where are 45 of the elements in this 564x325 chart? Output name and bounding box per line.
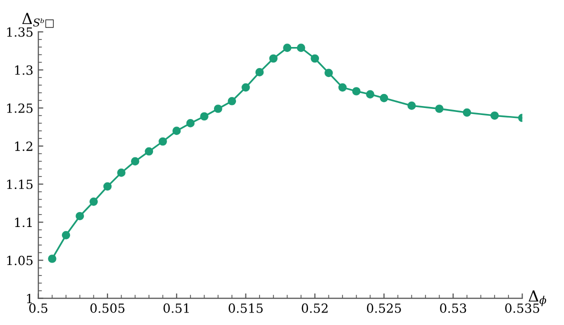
- x-tick-label: 0.5: [29, 303, 48, 313]
- point: [462, 108, 472, 117]
- point: [366, 90, 374, 98]
- point: [296, 44, 306, 52]
- x-tick-label: 0.52: [302, 303, 328, 313]
- point: [435, 104, 444, 113]
- point: [76, 212, 84, 220]
- point: [214, 104, 222, 113]
- x-tick-label: 0.51: [164, 303, 189, 313]
- point: [490, 111, 499, 120]
- point: [310, 54, 320, 63]
- y-tick-label: 1.1: [15, 218, 32, 228]
- point: [117, 168, 126, 177]
- point: [103, 182, 112, 191]
- point: [89, 197, 98, 206]
- point: [186, 119, 195, 128]
- point: [172, 126, 181, 136]
- point: [62, 230, 70, 240]
- point: [242, 83, 250, 92]
- point: [144, 147, 154, 156]
- x-tick-label: 0.515: [228, 303, 263, 313]
- y-tick-label: 1.35: [7, 27, 33, 37]
- x-tick-label: 0.53: [440, 303, 466, 313]
- y-tick-label: 1.3: [15, 65, 33, 75]
- point: [380, 94, 388, 102]
- point: [130, 157, 140, 166]
- y-tick-label: 1.15: [7, 180, 33, 190]
- y-axis-title: Δ$_{Sᵇ□}$: [22, 12, 54, 28]
- point: [200, 112, 208, 121]
- point: [283, 44, 292, 52]
- y-tick-label: 1.2: [15, 142, 32, 151]
- point: [338, 83, 347, 92]
- point: [324, 68, 333, 78]
- point: [48, 254, 56, 263]
- x-tick-label: 0.525: [366, 303, 401, 313]
- point: [228, 96, 236, 106]
- point: [407, 102, 416, 110]
- point: [255, 68, 264, 76]
- y-tick-label: 1.25: [7, 103, 33, 113]
- x-tick-label: 0.505: [90, 303, 124, 313]
- y-tick-label: 1: [27, 294, 32, 304]
- point: [269, 54, 278, 63]
- point: [158, 137, 167, 146]
- point: [352, 87, 361, 96]
- y-tick-label: 1.05: [7, 256, 33, 266]
